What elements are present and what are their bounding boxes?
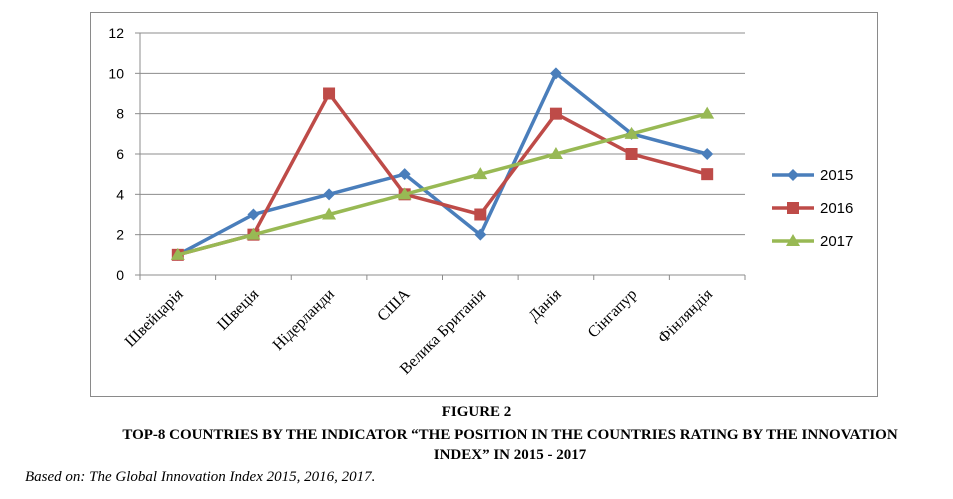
legend-label-2016: 2016 — [820, 200, 853, 217]
legend-marker-2015 — [787, 169, 799, 181]
x-tick-label: Сінгапур — [585, 286, 641, 342]
data-point-2015 — [701, 148, 714, 160]
data-point-2015 — [247, 208, 260, 221]
y-tick-label: 12 — [108, 25, 124, 41]
data-point-2017 — [322, 207, 337, 220]
data-point-2015 — [549, 67, 562, 80]
figure-label: FIGURE 2 — [441, 404, 512, 420]
data-point-2015 — [323, 188, 336, 201]
legend-marker-2017 — [786, 234, 800, 246]
x-tick-label: Нідерланди — [270, 286, 338, 354]
data-point-2016 — [701, 168, 714, 181]
data-point-2017 — [548, 147, 563, 159]
figure-source: Based on: The Global Innovation Index 20… — [25, 469, 376, 485]
x-tick-label: Швеція — [214, 285, 263, 334]
data-point-2017 — [700, 106, 715, 119]
data-point-2017 — [170, 247, 185, 260]
legend-label-2017: 2017 — [820, 233, 853, 250]
data-point-2015 — [398, 168, 411, 181]
series-line-2016 — [177, 91, 708, 257]
x-tick-label: Данія — [526, 285, 566, 325]
data-point-2016 — [625, 148, 638, 160]
y-tick-label: 6 — [116, 146, 124, 162]
chart-frame — [90, 12, 878, 397]
legend-marker-2016 — [787, 202, 799, 214]
series-line-2017 — [177, 112, 708, 257]
y-tick-label: 8 — [116, 106, 124, 122]
data-point-2016 — [323, 87, 336, 100]
legend-label-2015: 2015 — [820, 167, 853, 184]
data-point-2017 — [624, 126, 639, 139]
data-point-2016 — [549, 107, 562, 120]
data-point-2017 — [473, 167, 488, 180]
figure-caption: TOP-8 COUNTRIES BY THE INDICATOR “THE PO… — [122, 427, 898, 463]
x-tick-label: США — [374, 285, 413, 324]
x-tick-label: Швейцарія — [122, 285, 187, 350]
data-point-2017 — [246, 227, 261, 240]
data-point-2016 — [474, 208, 487, 221]
data-point-2017 — [397, 187, 412, 200]
y-tick-label: 2 — [116, 227, 124, 243]
y-tick-label: 4 — [116, 186, 124, 202]
data-point-2015 — [474, 228, 487, 241]
x-tick-label: Фінляндія — [655, 285, 717, 347]
y-tick-label: 0 — [116, 267, 124, 283]
y-tick-label: 10 — [108, 65, 124, 81]
